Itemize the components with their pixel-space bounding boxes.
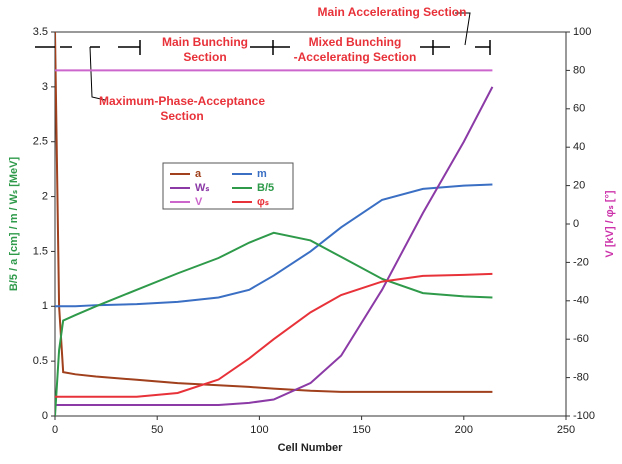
y2-tick-label: -80 (573, 372, 589, 384)
x-tick-label: 200 (455, 424, 473, 436)
y-axis-label: B/5 / a [cm] / m / Wₛ [MeV] (8, 157, 20, 292)
y2-tick-label: 0 (573, 218, 579, 230)
y-tick-label: 2.5 (33, 136, 48, 148)
annotation: Maximum-Phase-Acceptance (99, 94, 265, 108)
y-tick-label: 2 (42, 190, 48, 202)
annotation: Main Accelerating Section (318, 5, 467, 19)
legend-label: m (257, 168, 267, 180)
annotation: Main Bunching (162, 35, 248, 49)
legend-label: a (195, 168, 202, 180)
legend-label: Wₛ (195, 182, 210, 194)
y2-tick-label: -40 (573, 295, 589, 307)
y-tick-label: 0 (42, 410, 48, 422)
x-axis-label: Cell Number (278, 442, 344, 454)
annotation: -Accelerating Section (294, 50, 417, 64)
y-tick-label: 3 (42, 81, 48, 93)
y2-tick-label: 40 (573, 141, 585, 153)
y2-tick-label: -100 (573, 410, 595, 422)
x-tick-label: 0 (52, 424, 58, 436)
legend-label: V (195, 196, 203, 208)
y2-tick-label: 100 (573, 26, 591, 38)
x-tick-label: 100 (250, 424, 268, 436)
y-tick-label: 1 (42, 300, 48, 312)
x-tick-label: 150 (352, 424, 370, 436)
y2-tick-label: 80 (573, 64, 585, 76)
x-tick-label: 250 (557, 424, 575, 436)
y2-tick-label: 60 (573, 103, 585, 115)
series-line (55, 183, 493, 308)
y2-tick-label: -20 (573, 256, 589, 268)
series-line (55, 272, 493, 398)
plot-frame (54, 31, 567, 417)
y-tick-label: 3.5 (33, 26, 48, 38)
series-line (55, 86, 494, 407)
x-tick-label: 50 (151, 424, 163, 436)
y2-axis-label: V [kV] / φₛ [°] (604, 190, 616, 257)
y2-tick-label: 20 (573, 180, 585, 192)
annotation: Section (160, 109, 203, 123)
annotation: Mixed Bunching (309, 35, 402, 49)
section-markers (35, 12, 491, 101)
y-tick-label: 1.5 (33, 245, 48, 257)
series-line (55, 231, 493, 416)
series-line (55, 32, 493, 393)
annotation: Section (183, 50, 226, 64)
legend-label: B/5 (257, 182, 274, 194)
legend-label: φₛ (257, 196, 269, 208)
y2-tick-label: -60 (573, 333, 589, 345)
y-tick-label: 0.5 (33, 355, 48, 367)
